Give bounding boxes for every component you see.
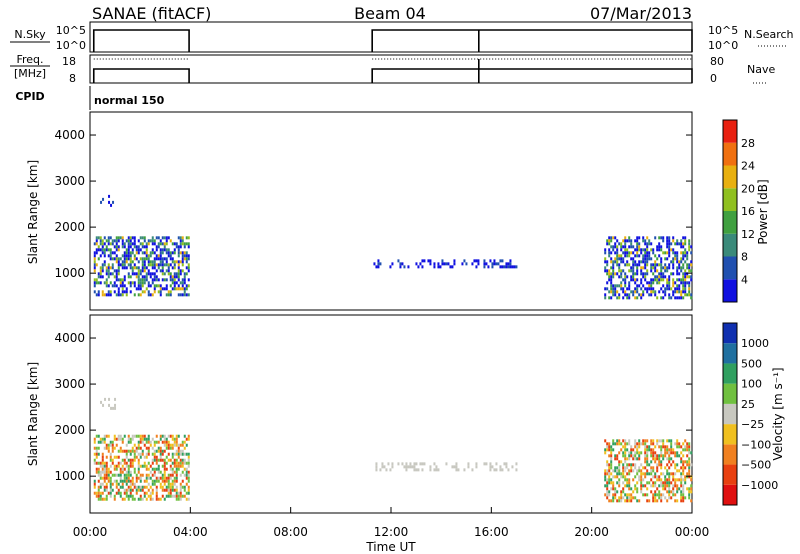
nave-tick-bottom: 0 [710, 72, 717, 85]
nsky-trace-1 [371, 29, 693, 52]
velocity-colorbar-tick-2: 100 [741, 378, 762, 391]
velocity-colorbar-seg-0 [723, 484, 737, 505]
freq-trace-1 [371, 68, 693, 83]
power-colorbar-label: Power [dB] [756, 179, 770, 244]
nsky-trace-0 [92, 29, 190, 52]
beam-title: Beam 04 [354, 4, 426, 23]
power-echo-region-3 [604, 236, 693, 300]
power-ytick-label-3: 4000 [54, 128, 85, 142]
velocity-colorbar-seg-1 [723, 464, 737, 485]
velocity-colorbar-seg-2 [723, 444, 737, 465]
velocity-colorbar-seg-7 [723, 343, 737, 364]
freq-trace-0 [92, 68, 190, 83]
nsky-label: N.Sky [14, 28, 46, 41]
power-colorbar-seg-0 [723, 279, 737, 302]
freq-tick-top: 18 [62, 55, 76, 68]
power-colorbar-tick-3: 16 [741, 205, 755, 218]
date-title: 07/Mar/2013 [590, 4, 692, 23]
power-ytick-label-2: 3000 [54, 174, 85, 188]
nsky-panel [89, 21, 693, 53]
x-tick-label-0: 00:00 [73, 525, 108, 539]
velocity-echo-region-1 [100, 397, 117, 410]
nsearch-label: N.Search [744, 28, 794, 41]
velocity-ytick-label-0: 1000 [54, 469, 85, 483]
velocity-ytick-label-3: 4000 [54, 331, 85, 345]
power-echo-region-2 [373, 259, 518, 269]
x-axis-label: Time UT [365, 540, 416, 554]
velocity-colorbar-tick-7: −1000 [741, 479, 778, 492]
freq-label: Freq. [16, 53, 43, 66]
velocity-colorbar-tick-3: 25 [741, 398, 755, 411]
nave-label: Nave [747, 63, 775, 76]
cpid-label: CPID [15, 90, 44, 103]
velocity-ytick-label-1: 2000 [54, 423, 85, 437]
power-colorbar-tick-1: 8 [741, 251, 748, 264]
nsky-tick-top: 10^5 [56, 24, 86, 37]
velocity-echo-region-2 [375, 462, 518, 472]
velocity-colorbar-seg-8 [723, 323, 737, 344]
power-panel-frame [89, 111, 693, 311]
power-colorbar-tick-5: 24 [741, 160, 755, 173]
power-colorbar-seg-4 [723, 188, 737, 211]
power-ytick-label-1: 2000 [54, 220, 85, 234]
velocity-colorbar-seg-6 [723, 363, 737, 384]
freq-unit: [MHz] [14, 67, 46, 80]
nsearch-tick-bottom: 10^0 [708, 39, 738, 52]
power-colorbar-seg-3 [723, 211, 737, 234]
velocity-colorbar-seg-4 [723, 403, 737, 425]
velocity-ylabel: Slant Range [km] [26, 362, 40, 466]
power-colorbar-seg-1 [723, 256, 737, 280]
velocity-colorbar-seg-5 [723, 383, 737, 404]
nsky-tick-bottom: 10^0 [56, 39, 86, 52]
velocity-colorbar-label: Velocity [m s⁻¹] [771, 367, 785, 460]
power-colorbar-tick-6: 28 [741, 137, 755, 150]
nave-tick-top: 80 [710, 55, 724, 68]
velocity-colorbar-tick-4: −25 [741, 418, 764, 431]
power-echo-region-0 [93, 236, 190, 297]
power-colorbar-seg-7 [723, 120, 737, 143]
power-colorbar-seg-5 [723, 165, 737, 189]
power-echo-region-1 [100, 194, 115, 207]
power-ytick-label-0: 1000 [54, 266, 85, 280]
velocity-echo-region-3 [604, 439, 693, 503]
velocity-colorbar-seg-3 [723, 424, 737, 445]
x-tick-label-1: 04:00 [173, 525, 208, 539]
velocity-echo-region-0 [93, 434, 190, 501]
nsearch-tick-top: 10^5 [708, 24, 738, 37]
velocity-colorbar-tick-5: −100 [741, 438, 771, 451]
x-tick-label-4: 16:00 [474, 525, 509, 539]
power-colorbar-tick-2: 12 [741, 228, 755, 241]
power-ylabel: Slant Range [km] [26, 160, 40, 264]
velocity-colorbar-tick-0: 1000 [741, 337, 769, 350]
power-colorbar-tick-4: 20 [741, 182, 755, 195]
x-tick-label-6: 00:00 [675, 525, 710, 539]
velocity-colorbar-frame [722, 322, 738, 506]
cpid-value: normal 150 [94, 94, 165, 107]
power-colorbar-tick-0: 4 [741, 273, 748, 286]
freq-tick-bottom: 8 [69, 72, 76, 85]
power-colorbar-seg-6 [723, 142, 737, 166]
x-tick-label-2: 08:00 [273, 525, 308, 539]
velocity-ytick-label-2: 3000 [54, 377, 85, 391]
station-title: SANAE (fitACF) [92, 4, 211, 23]
power-colorbar-seg-2 [723, 233, 737, 257]
power-colorbar-frame [722, 119, 738, 303]
velocity-colorbar-tick-6: −500 [741, 459, 771, 472]
x-tick-label-5: 20:00 [574, 525, 609, 539]
velocity-colorbar-tick-1: 500 [741, 357, 762, 370]
x-tick-label-3: 12:00 [374, 525, 409, 539]
